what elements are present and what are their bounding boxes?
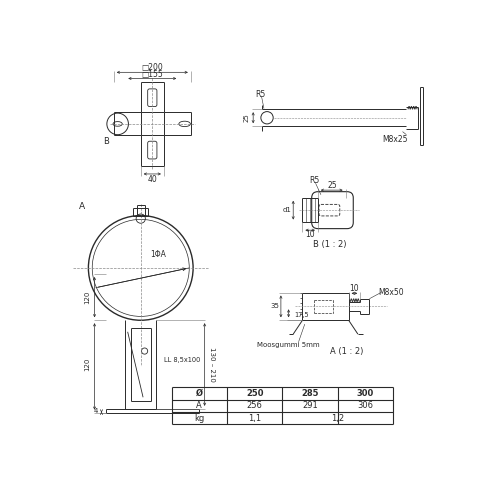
Text: Ø: Ø	[196, 389, 203, 398]
Text: LL 8,5x100: LL 8,5x100	[164, 358, 200, 364]
Text: 250: 250	[246, 389, 264, 398]
Text: 17,5: 17,5	[295, 312, 310, 318]
Text: R5: R5	[309, 176, 319, 186]
Text: Moosgummi 5mm: Moosgummi 5mm	[258, 342, 320, 348]
Text: 35: 35	[270, 304, 279, 310]
Text: M8x25: M8x25	[382, 135, 407, 144]
Text: 285: 285	[302, 389, 319, 398]
Text: 25: 25	[244, 114, 250, 122]
Text: 10: 10	[306, 230, 315, 239]
Text: 1,1: 1,1	[248, 414, 262, 422]
Text: B: B	[103, 137, 109, 146]
Text: R5: R5	[255, 90, 265, 99]
Text: A: A	[79, 202, 86, 211]
Text: 300: 300	[357, 389, 374, 398]
Text: M8x50: M8x50	[378, 288, 404, 297]
Text: 25: 25	[328, 181, 338, 190]
Text: 120: 120	[84, 358, 90, 371]
Text: d1: d1	[282, 207, 292, 213]
Text: A: A	[196, 401, 202, 410]
Text: 1ΦA: 1ΦA	[150, 250, 166, 258]
Text: A (1 : 2): A (1 : 2)	[330, 346, 364, 356]
Text: 1,2: 1,2	[332, 414, 344, 422]
Text: 291: 291	[302, 401, 318, 410]
Text: 306: 306	[358, 401, 374, 410]
Text: 10: 10	[350, 284, 359, 293]
Text: kg: kg	[194, 414, 204, 422]
Text: 120: 120	[84, 290, 90, 304]
Text: 130 – 210: 130 – 210	[210, 347, 216, 382]
Text: 40: 40	[148, 175, 157, 184]
Text: □200: □200	[142, 63, 163, 72]
Text: 256: 256	[247, 401, 262, 410]
Text: B (1 : 2): B (1 : 2)	[312, 240, 346, 248]
Text: □155: □155	[142, 70, 163, 79]
Text: 4: 4	[94, 408, 98, 414]
